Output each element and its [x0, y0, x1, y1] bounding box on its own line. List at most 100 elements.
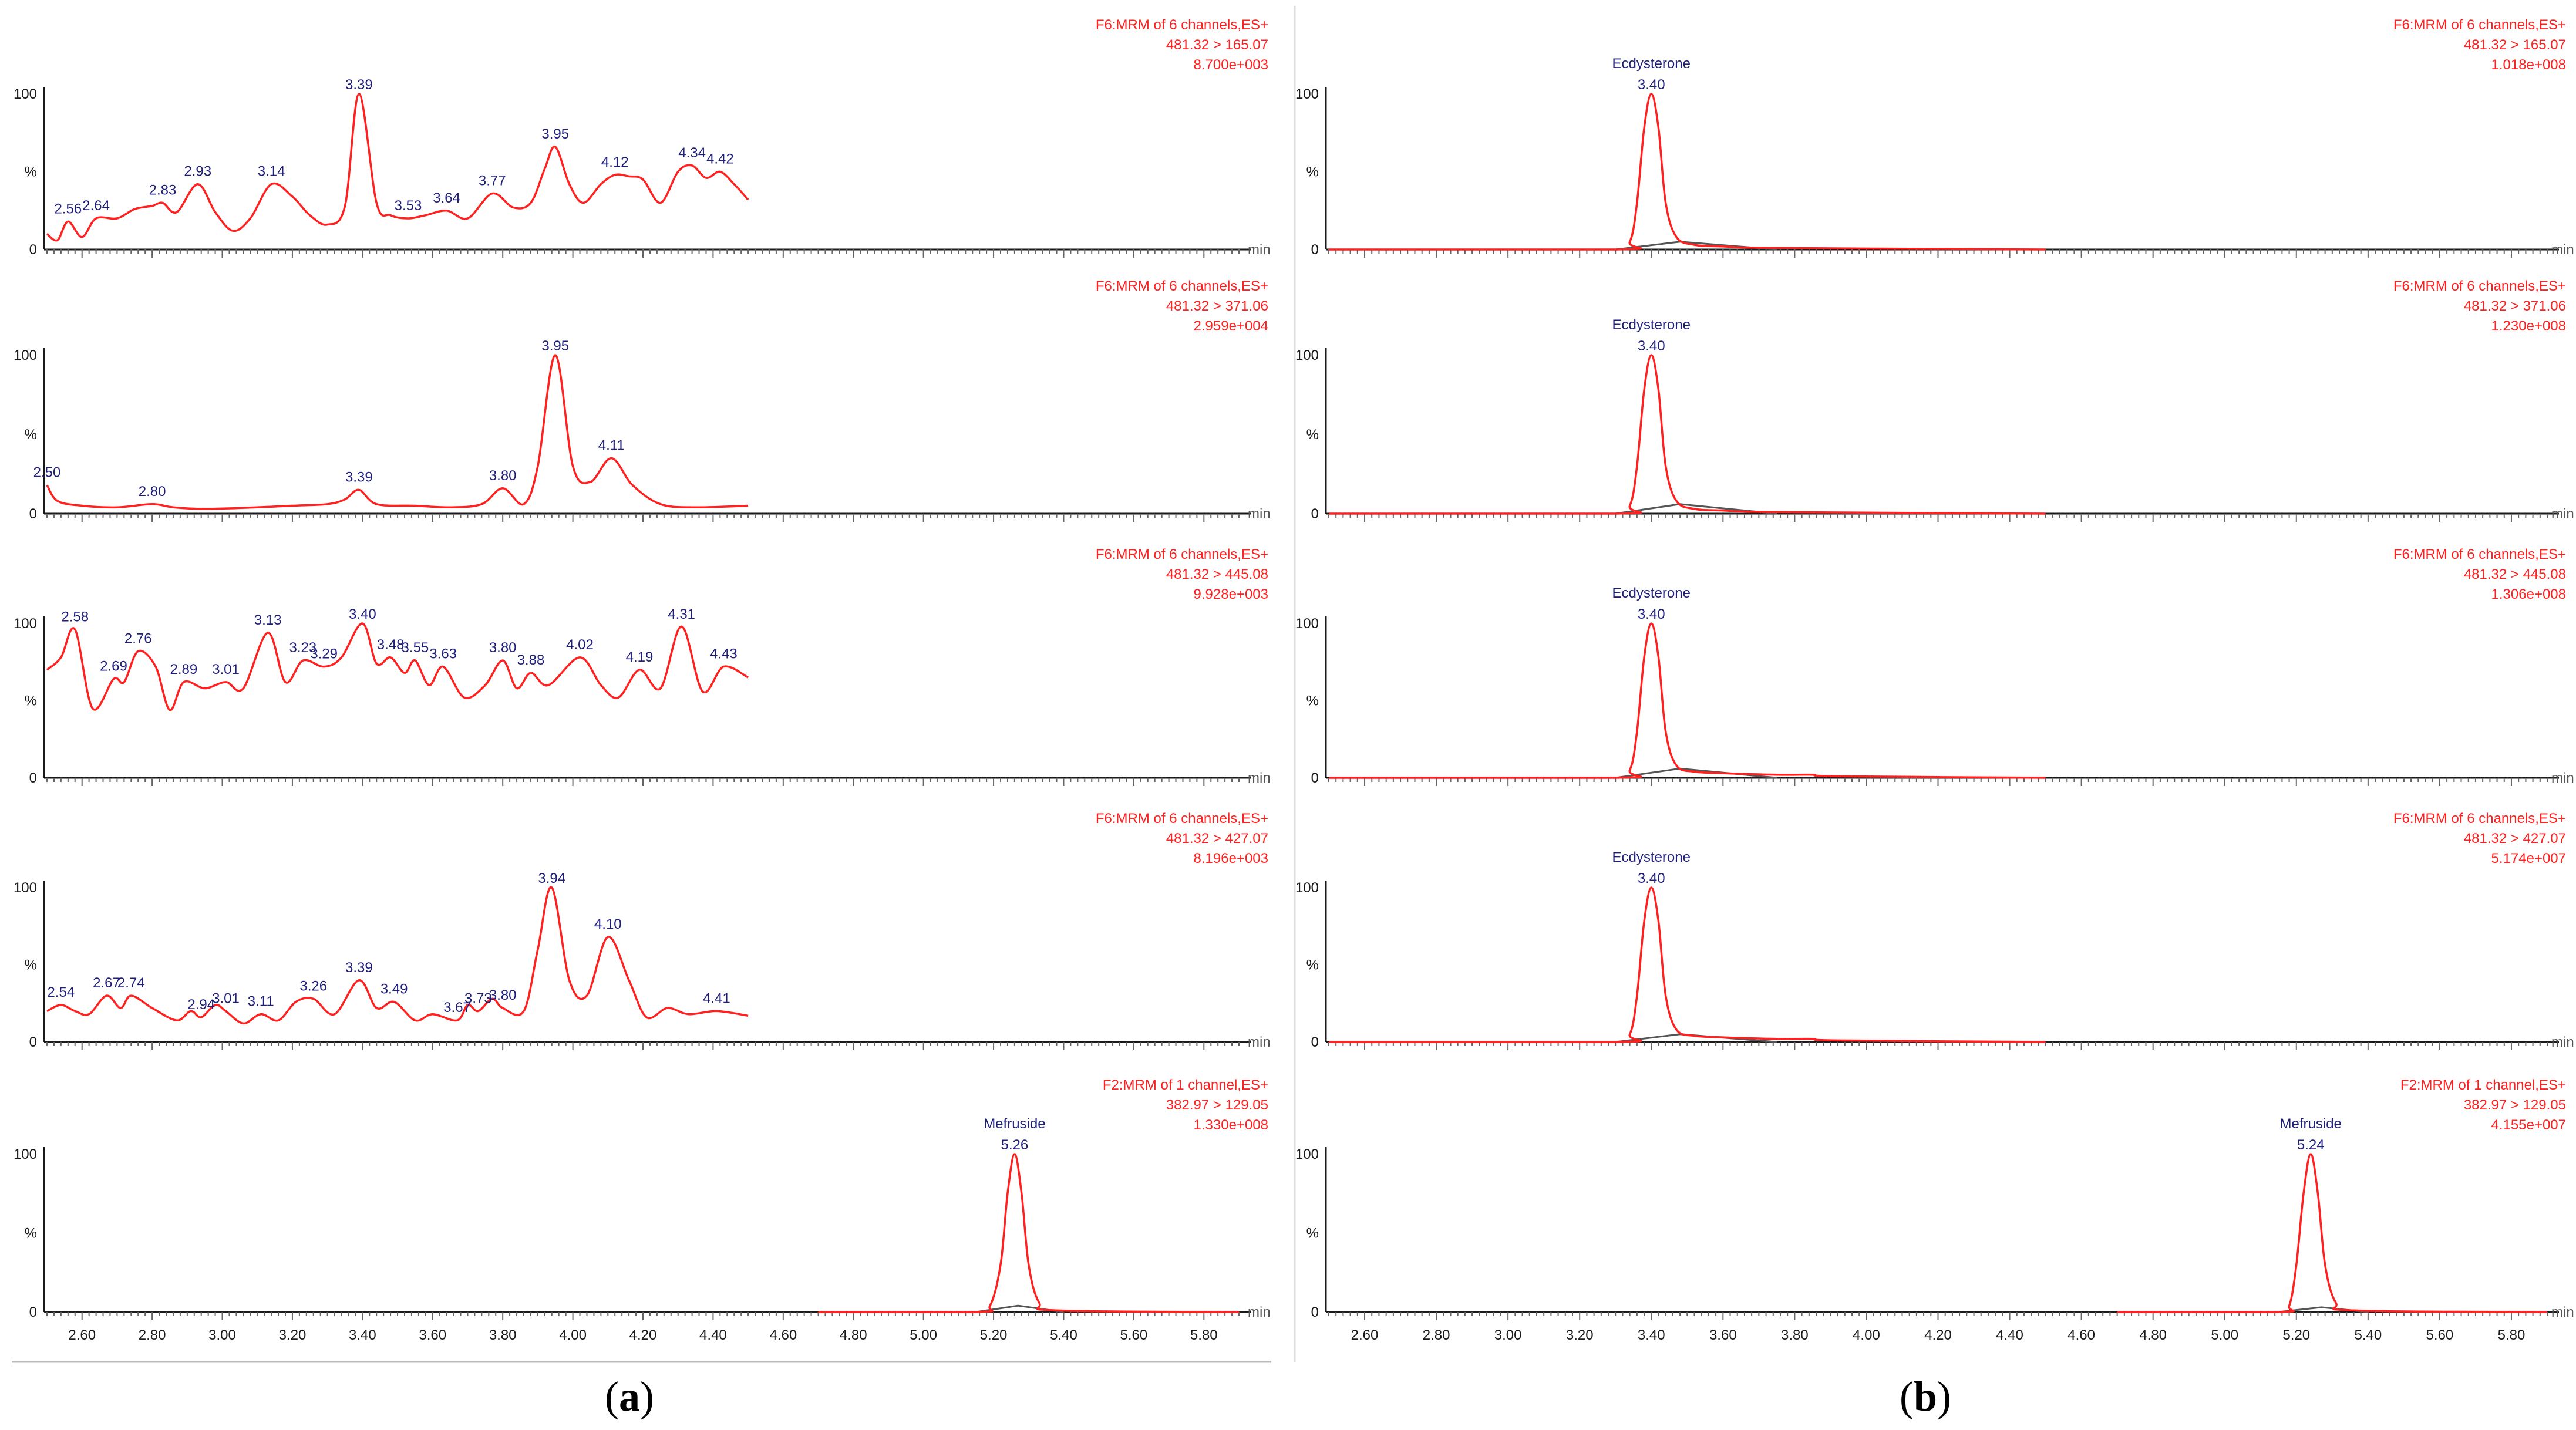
y-label: % — [1306, 693, 1319, 709]
y-label: % — [1306, 957, 1319, 973]
x-tick-label: 4.40 — [1996, 1327, 2023, 1343]
peak-label: 3.40 — [1638, 77, 1665, 93]
peak-label: 3.40 — [1638, 606, 1665, 622]
peak-label: 3.11 — [248, 994, 274, 1010]
peak-label: 4.10 — [594, 916, 622, 932]
x-tick-label: 3.20 — [1566, 1327, 1594, 1343]
chromatogram-a-2: 100% 0 min F6:MRM of 6 channels,ES+ 481.32 >… — [14, 278, 1271, 522]
y-label: % — [25, 957, 37, 973]
y-label: 0 — [1311, 506, 1319, 522]
peak-label: 2.93 — [184, 164, 211, 180]
channel-header-line: F6:MRM of 6 channels,ES+ — [1096, 17, 1268, 33]
channel-header-line: F6:MRM of 6 channels,ES+ — [1096, 547, 1268, 562]
panel-label-a-close: ) — [639, 1373, 654, 1420]
channel-header-line: F2:MRM of 1 channel,ES+ — [1103, 1077, 1268, 1093]
peak-label: 3.53 — [395, 198, 422, 214]
channel-header-line: F6:MRM of 6 channels,ES+ — [1096, 278, 1268, 294]
peak-label: 2.69 — [100, 659, 127, 674]
y-label: 100 — [1295, 1146, 1319, 1162]
x-unit-label: min — [1248, 1034, 1271, 1050]
series-line — [818, 1153, 1240, 1313]
peak-label: 3.39 — [345, 960, 373, 976]
peak-label: 3.01 — [212, 990, 240, 1006]
channel-header-line: 481.32 > 165.07 — [2464, 37, 2566, 53]
y-label: 100 — [14, 348, 37, 363]
channel-header-line: 382.97 > 129.05 — [1166, 1097, 1268, 1113]
chromatogram-b-1: 100% 0 min F6:MRM of 6 channels,ES+ 481.32 >… — [1295, 17, 2574, 258]
channel-header-line: 481.32 > 371.06 — [1166, 298, 1268, 314]
peak-label: 3.77 — [479, 173, 506, 189]
series-line — [46, 622, 749, 711]
panel-label-b: (b) — [1900, 1372, 1951, 1421]
peak-label: 3.39 — [345, 77, 373, 93]
y-label: % — [25, 693, 37, 709]
y-label: 0 — [29, 770, 37, 786]
y-label: 0 — [1311, 1304, 1319, 1320]
peak-label: 4.02 — [566, 637, 594, 653]
x-unit-label: min — [1248, 242, 1271, 258]
y-label: 100 — [14, 880, 37, 896]
panel-label-a-letter: a — [618, 1373, 640, 1420]
channel-header-line: 8.700e+003 — [1194, 57, 1268, 73]
peak-label: 3.40 — [1638, 871, 1665, 886]
series-line — [1329, 886, 2046, 1043]
series-line — [46, 93, 749, 242]
peak-label: 3.95 — [541, 126, 569, 142]
peak-label: 3.49 — [380, 982, 408, 997]
y-label: 0 — [1311, 770, 1319, 786]
y-label: 100 — [1295, 348, 1319, 363]
peak-label: 2.89 — [170, 662, 197, 677]
chromatogram-b-5: 100% 0 min F2:MRM of 1 channel,ES+ 382.97 > … — [1295, 1077, 2574, 1343]
x-unit-label: min — [1248, 506, 1271, 522]
peak-label: 5.24 — [2297, 1137, 2325, 1153]
peak-label: 3.80 — [489, 640, 517, 656]
channel-header-line: 481.32 > 445.08 — [2464, 566, 2566, 582]
x-tick-label: 2.80 — [139, 1327, 166, 1343]
peak-label: 4.34 — [678, 145, 706, 161]
peak-label: 2.76 — [124, 630, 152, 646]
peak-label: 4.11 — [598, 438, 625, 454]
chromatogram-b-2: 100% 0 min F6:MRM of 6 channels,ES+ 481.32 >… — [1295, 278, 2574, 522]
series-line — [1329, 354, 2046, 515]
peak-label: 3.55 — [402, 640, 429, 656]
channel-header-line: 481.32 > 427.07 — [1166, 831, 1268, 846]
peak-label: 3.01 — [212, 662, 240, 677]
y-label: 0 — [29, 1304, 37, 1320]
panel-label-b-close: ) — [1937, 1373, 1952, 1420]
x-tick-label: 5.60 — [2426, 1327, 2454, 1343]
x-tick-label: 3.60 — [419, 1327, 446, 1343]
channel-header-line: 481.32 > 427.07 — [2464, 831, 2566, 846]
x-unit-label: min — [2551, 1034, 2574, 1050]
x-tick-label: 5.60 — [1120, 1327, 1148, 1343]
x-tick-label: 5.40 — [2354, 1327, 2382, 1343]
peak-label: 2.83 — [149, 183, 177, 198]
peak-label: 4.12 — [601, 154, 629, 170]
x-tick-label: 3.00 — [1494, 1327, 1522, 1343]
panel-label-b-letter: b — [1913, 1373, 1938, 1420]
peak-label: 3.48 — [377, 637, 405, 653]
peak-label: 2.94 — [187, 997, 215, 1013]
peak-label: 4.43 — [710, 646, 738, 662]
chromatogram-a-3: 100% 0 min F6:MRM of 6 channels,ES+ 481.32 >… — [14, 547, 1271, 786]
panel-label-a: (a) — [605, 1372, 654, 1421]
compound-name-label: Mefruside — [2280, 1116, 2342, 1132]
peak-label: 4.31 — [668, 606, 695, 622]
compound-name-label: Ecdysterone — [1612, 585, 1691, 601]
peak-label: 3.14 — [258, 164, 285, 180]
y-label: 100 — [14, 86, 37, 102]
x-unit-label: min — [2551, 770, 2574, 786]
x-tick-label: 3.80 — [489, 1327, 517, 1343]
chromatogram-a-5: 100% 0 min F2:MRM of 1 channel,ES+ 382.97 > … — [14, 1077, 1271, 1343]
x-tick-label: 4.20 — [1924, 1327, 1952, 1343]
channel-header-line: F6:MRM of 6 channels,ES+ — [2393, 278, 2566, 294]
x-unit-label: min — [2551, 1304, 2574, 1320]
x-unit-label: min — [2551, 242, 2574, 258]
y-label: 0 — [29, 242, 37, 258]
peak-label: 2.64 — [82, 198, 110, 214]
x-tick-label: 5.80 — [2498, 1327, 2526, 1343]
chromatogram-b-3: 100% 0 min F6:MRM of 6 channels,ES+ 481.32 >… — [1295, 547, 2574, 786]
channel-header-line: 5.174e+007 — [2491, 851, 2566, 866]
compound-name-label: Ecdysterone — [1612, 56, 1691, 72]
y-label: % — [1306, 427, 1319, 443]
x-tick-label: 4.00 — [1853, 1327, 1880, 1343]
